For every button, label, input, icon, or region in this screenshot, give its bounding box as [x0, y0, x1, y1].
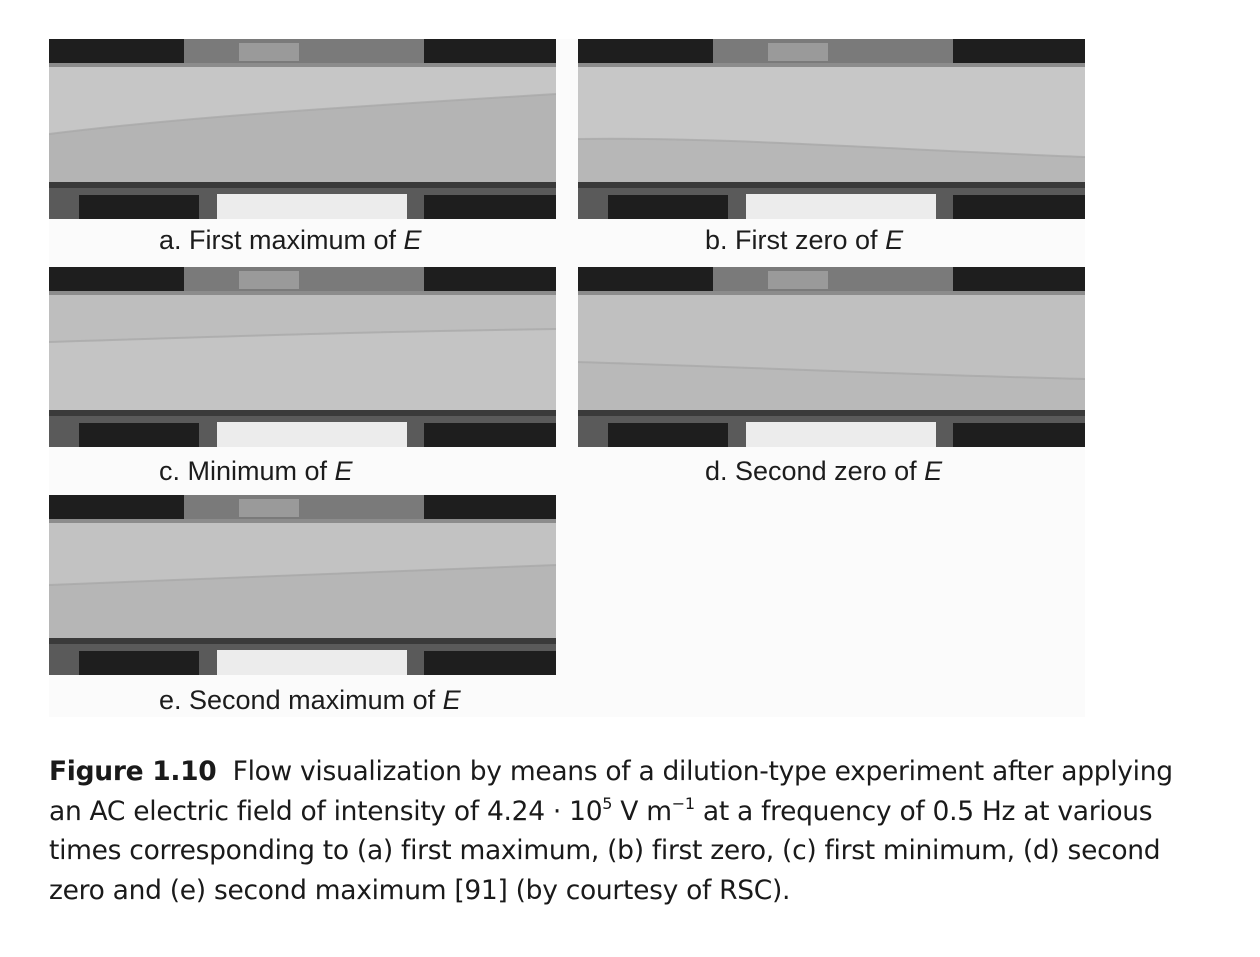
top-electrode-right	[424, 267, 556, 291]
top-wall	[578, 291, 1085, 295]
caption-exponent-2: −1	[671, 793, 695, 813]
top-electrode-left	[49, 267, 184, 291]
fluid-interface	[49, 328, 556, 343]
caption-exponent-1: 5	[602, 793, 613, 813]
upper-fluid	[578, 293, 1085, 379]
bottom-electrode-right	[424, 195, 556, 219]
bottom-wall	[49, 182, 556, 188]
top-gap-mark	[768, 271, 828, 289]
top-wall	[49, 519, 556, 523]
top-electrode-left	[578, 39, 713, 63]
lower-fluid	[49, 94, 556, 185]
bottom-gap-light	[746, 194, 936, 219]
top-electrode-left	[578, 267, 713, 291]
top-electrode-right	[424, 39, 556, 63]
panel-label-a: a. First maximum of E	[159, 225, 422, 255]
caption-text-2: V m	[612, 795, 672, 827]
top-electrode-left	[49, 495, 184, 519]
top-electrode-right	[953, 267, 1085, 291]
lower-fluid	[49, 329, 556, 413]
channel-photo-e	[49, 495, 556, 675]
bottom-electrode-right	[953, 423, 1085, 447]
top-electrode-right	[953, 39, 1085, 63]
fluid-interface	[578, 361, 1085, 380]
photo-panel-d	[578, 267, 1085, 447]
panel-label-c: c. Minimum of E	[159, 456, 353, 486]
panel-label-b: b. First zero of E	[705, 225, 904, 255]
bottom-electrode-right	[953, 195, 1085, 219]
lower-fluid	[578, 138, 1085, 185]
channel-photo-c	[49, 267, 556, 447]
figure-caption: Figure 1.10 Flow visualization by means …	[49, 752, 1209, 910]
lower-fluid	[578, 362, 1085, 413]
photo-panel-b	[578, 39, 1085, 219]
panel-label-e: e. Second maximum of E	[159, 685, 461, 715]
fluid-interface	[49, 93, 556, 135]
panel-label-d: d. Second zero of E	[705, 456, 943, 486]
top-electrode-left	[49, 39, 184, 63]
bottom-gap-light	[746, 422, 936, 447]
fluid-interface	[49, 564, 556, 586]
bottom-electrode-left	[79, 651, 199, 675]
bottom-wall	[578, 410, 1085, 416]
top-wall	[49, 63, 556, 67]
top-wall	[578, 63, 1085, 67]
top-gap-mark	[768, 43, 828, 61]
top-gap-mark	[239, 499, 299, 517]
upper-fluid	[49, 293, 556, 342]
bottom-electrode-left	[79, 423, 199, 447]
photo-panel-a	[49, 39, 556, 219]
top-gap-mark	[239, 43, 299, 61]
bottom-gap-light	[217, 650, 407, 675]
bottom-electrode-right	[424, 423, 556, 447]
figure-number: Figure 1.10	[49, 756, 217, 787]
bottom-electrode-left	[608, 195, 728, 219]
bottom-electrode-right	[424, 651, 556, 675]
bottom-wall	[49, 638, 556, 644]
channel-photo-b	[578, 39, 1085, 219]
caption-text-3: at a frequency of 0.5 Hz at various time…	[49, 795, 1161, 906]
channel-photo-d	[578, 267, 1085, 447]
bottom-gap-light	[217, 422, 407, 447]
upper-fluid	[49, 65, 556, 134]
photo-panel-c	[49, 267, 556, 447]
bottom-gap-light	[217, 194, 407, 219]
photo-panel-e	[49, 495, 556, 675]
upper-fluid	[578, 65, 1085, 157]
bottom-wall	[49, 410, 556, 416]
top-electrode-right	[424, 495, 556, 519]
channel-photo-a	[49, 39, 556, 219]
fluid-interface	[578, 137, 1085, 158]
top-gap-mark	[239, 271, 299, 289]
caption-text-1: Flow visualization by means of a dilutio…	[49, 756, 1173, 827]
bottom-electrode-left	[608, 423, 728, 447]
top-wall	[49, 291, 556, 295]
bottom-wall	[578, 182, 1085, 188]
figure-panels: a. First maximum of E b. First zero of E…	[49, 39, 1085, 717]
bottom-electrode-left	[79, 195, 199, 219]
lower-fluid	[49, 565, 556, 641]
